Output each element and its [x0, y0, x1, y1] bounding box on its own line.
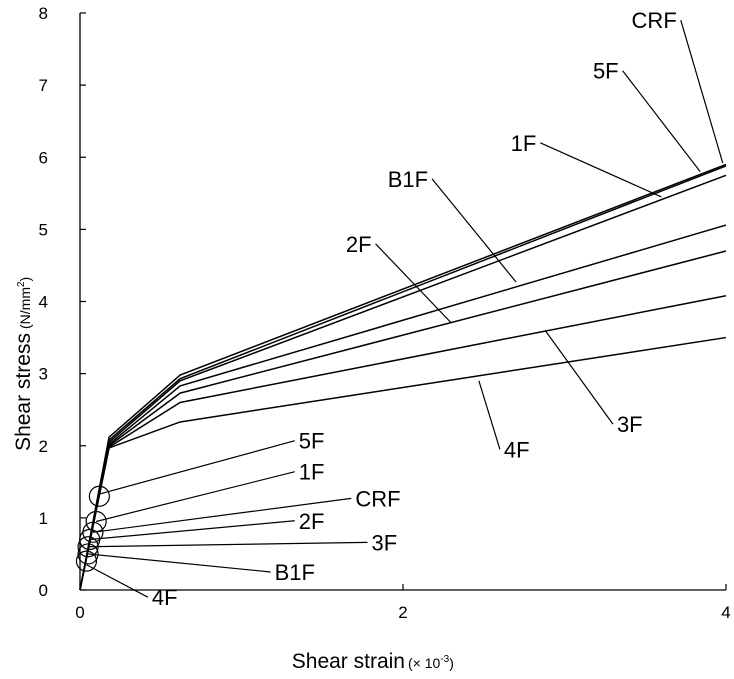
y-tick-label: 8	[39, 4, 48, 23]
y-axis-unit: (N/mm2)	[16, 277, 33, 329]
annotation-leader	[88, 541, 368, 548]
annotation-leader	[431, 178, 517, 283]
y-tick-label: 0	[39, 581, 48, 600]
y-axis-unit-text: (N/mm	[17, 287, 33, 329]
annotation-label: 3F	[617, 412, 643, 437]
x-axis-unit-exp: -3	[440, 654, 449, 665]
annotation-label: B1F	[275, 560, 315, 585]
annotation-label: 2F	[299, 509, 325, 534]
series-line-4f	[79, 336, 727, 591]
series-line-1f	[79, 174, 727, 591]
y-tick-label: 1	[39, 509, 48, 528]
annotation-leader	[540, 142, 662, 198]
annotation-leader	[375, 243, 452, 324]
x-axis-unit-text: (× 10	[408, 655, 441, 671]
x-tick-label: 4	[721, 603, 730, 622]
annotation-label: CRF	[355, 486, 400, 511]
annotation-leader	[88, 553, 271, 573]
annotation-leader	[92, 497, 352, 533]
y-axis-unit-close: )	[17, 277, 33, 282]
series-line-crf	[79, 163, 727, 591]
series-line-b1f	[79, 224, 727, 591]
x-tick-label: 0	[75, 603, 84, 622]
annotation-leader	[86, 564, 149, 598]
annotation-label: 2F	[346, 232, 372, 257]
marker-circle	[88, 485, 110, 507]
y-tick-label: 5	[39, 220, 48, 239]
marker-circle	[79, 528, 101, 551]
annotation-label: 1F	[299, 460, 325, 485]
annotation-label: 5F	[593, 59, 619, 84]
y-tick-label: 4	[39, 293, 48, 312]
annotation-leader	[544, 329, 614, 425]
y-tick-label: 3	[39, 365, 48, 384]
y-axis-label: Shear stress	[12, 333, 35, 451]
y-tick-label: 2	[39, 437, 48, 456]
annotation-label: CRF	[632, 8, 677, 33]
annotation-label: 5F	[299, 429, 325, 454]
x-axis-unit: (× 10-3)	[408, 654, 454, 671]
x-axis-unit-close: )	[449, 655, 454, 671]
annotation-label: 4F	[504, 437, 530, 462]
annotation-leader	[89, 520, 295, 541]
annotation-leader	[478, 380, 501, 450]
y-axis-unit-exp: 2	[16, 281, 27, 287]
annotation-leader	[680, 20, 724, 164]
annotation-label: B1F	[388, 167, 428, 192]
annotation-label: 1F	[511, 131, 537, 156]
x-axis-label: Shear strain	[292, 650, 405, 673]
annotation-leader	[622, 70, 701, 173]
y-tick-label: 6	[39, 148, 48, 167]
x-tick-label: 2	[398, 603, 407, 622]
annotation-label: 4F	[152, 585, 178, 610]
marker-circle	[75, 550, 98, 572]
plot-area: 0 1 2 3 4 5 6 7 8 0 2 4 CRF 5F 1F B1F 2F 3F 4F 5F 1F CRF 2F 3F B…	[39, 4, 731, 622]
y-tick-label: 7	[39, 76, 48, 95]
annotation-leader	[96, 471, 295, 523]
marker-circle	[77, 543, 99, 565]
annotation-leader	[99, 440, 295, 495]
annotation-label: 3F	[371, 530, 397, 555]
